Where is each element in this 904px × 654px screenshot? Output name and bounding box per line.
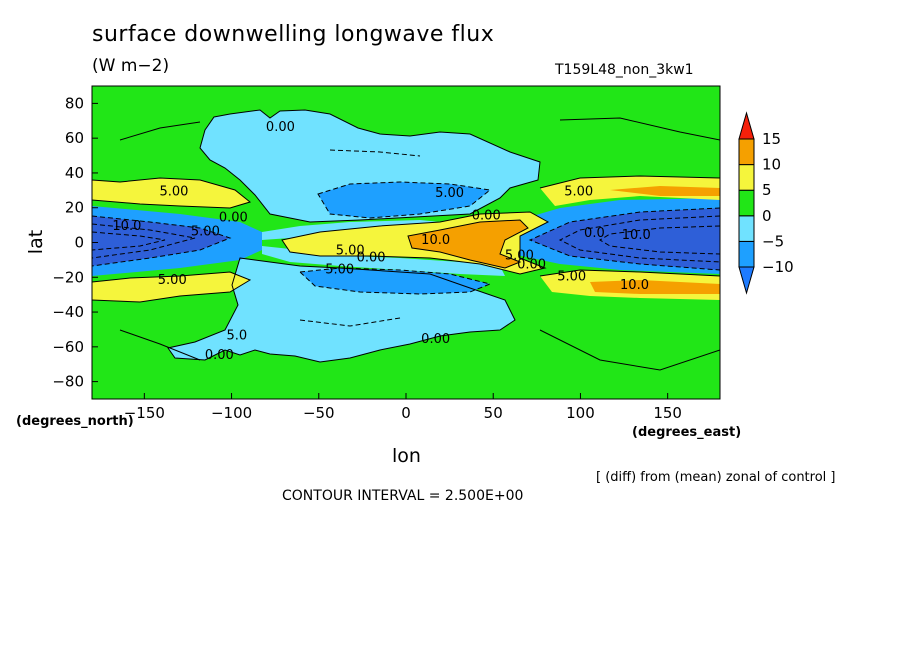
contour-label: 5.00 bbox=[435, 186, 464, 201]
colorbar-label: 10 bbox=[762, 156, 781, 174]
colorbar-segment bbox=[738, 189, 755, 217]
contour-label: 0.00 bbox=[357, 250, 386, 265]
filled-contour-strong-neg-east bbox=[530, 208, 720, 270]
contour-label: 0.00 bbox=[205, 348, 234, 363]
x-tick-label: 150 bbox=[653, 404, 682, 422]
comparison-note: [ (diff) from (mean) zonal of control ] bbox=[596, 470, 836, 485]
contour-label: 5.00 bbox=[325, 263, 354, 278]
y-tick-label: 80 bbox=[65, 94, 84, 112]
run-name: T159L48_non_3kw1 bbox=[555, 62, 694, 78]
colorbar-label: 0 bbox=[762, 207, 772, 225]
chart-title: surface downwelling longwave flux bbox=[92, 22, 495, 47]
colorbar-bottom-arrow bbox=[738, 266, 755, 295]
y-tick-label: −20 bbox=[52, 268, 84, 286]
contour-label: 0.0 bbox=[584, 226, 605, 241]
filled-contour-mid-neg-south bbox=[300, 268, 490, 294]
filled-contour-pos-strong-center bbox=[408, 220, 528, 268]
contour-label: 5.00 bbox=[564, 184, 593, 199]
colorbar-label: 5 bbox=[762, 181, 772, 199]
filled-contour-strong-neg-west bbox=[92, 216, 230, 266]
colorbar-segment bbox=[738, 138, 755, 166]
y-tick-label: 20 bbox=[65, 199, 84, 217]
y-unit-label: (degrees_north) bbox=[16, 414, 134, 429]
x-tick-label: −150 bbox=[124, 404, 165, 422]
contour-label: 10.0 bbox=[421, 233, 450, 248]
y-axis-title: lat bbox=[25, 230, 47, 254]
contour-label: 10.0 bbox=[112, 219, 141, 234]
contour-label: 5.0 bbox=[226, 329, 247, 344]
contour-label: 5.00 bbox=[158, 273, 187, 288]
x-tick-label: 0 bbox=[401, 404, 411, 422]
colorbar-label: −10 bbox=[762, 258, 794, 276]
y-tick-label: −80 bbox=[52, 373, 84, 391]
contour-label: 5.00 bbox=[336, 243, 365, 258]
x-tick-label: −100 bbox=[211, 404, 252, 422]
y-axis: 80 60 40 20 0 −20 −40 −60 −80 bbox=[52, 94, 98, 391]
contour-label: 0.00 bbox=[472, 209, 501, 224]
colorbar-label: −5 bbox=[762, 232, 784, 250]
contour-label: 10.0 bbox=[622, 228, 651, 243]
x-tick-label: −50 bbox=[303, 404, 335, 422]
colorbar-segment bbox=[738, 164, 755, 191]
filled-contour-mid-neg-north bbox=[318, 182, 490, 218]
contour-label: 5.00 bbox=[557, 270, 586, 285]
contour-interval: CONTOUR INTERVAL = 2.500E+00 bbox=[282, 488, 524, 504]
contour-label: 0.00 bbox=[421, 332, 450, 347]
colorbar-segment bbox=[738, 240, 755, 268]
filled-contour-pos-southwest bbox=[92, 272, 250, 302]
filled-contour-pos-strong-southeast bbox=[590, 280, 720, 294]
contour-label: 0.00 bbox=[517, 257, 546, 272]
y-tick-label: 40 bbox=[65, 164, 84, 182]
contour-label: 10.0 bbox=[620, 278, 649, 293]
contour-label: 5.00 bbox=[160, 184, 189, 199]
contour-label: 5.00 bbox=[191, 224, 220, 239]
x-unit-label: (degrees_east) bbox=[632, 425, 742, 440]
colorbar-top-arrow bbox=[738, 111, 755, 140]
x-axis-title: lon bbox=[392, 445, 421, 467]
colorbar: −10 −5 0 5 10 15 bbox=[738, 111, 794, 295]
filled-contour-pos-strong-northeast bbox=[610, 186, 720, 196]
y-tick-label: −40 bbox=[52, 303, 84, 321]
x-tick-label: 100 bbox=[566, 404, 595, 422]
y-tick-label: 60 bbox=[65, 129, 84, 147]
colorbar-label: 15 bbox=[762, 130, 781, 148]
x-axis: −150 −100 −50 0 50 100 150 bbox=[124, 393, 682, 422]
contour-label: 0.00 bbox=[219, 210, 248, 225]
x-tick-label: 50 bbox=[484, 404, 503, 422]
contour-field bbox=[92, 86, 720, 399]
negative-contour-lines bbox=[92, 149, 720, 327]
y-tick-label: −60 bbox=[52, 338, 84, 356]
contour-lines bbox=[92, 109, 720, 371]
colorbar-segment bbox=[738, 215, 755, 242]
chart-units: (W m−2) bbox=[92, 56, 170, 76]
contour-label: 0.00 bbox=[266, 120, 295, 135]
y-tick-label: 0 bbox=[74, 234, 84, 252]
filled-contour-pos-northwest bbox=[92, 178, 250, 208]
contour-label: 5.00 bbox=[505, 249, 534, 264]
